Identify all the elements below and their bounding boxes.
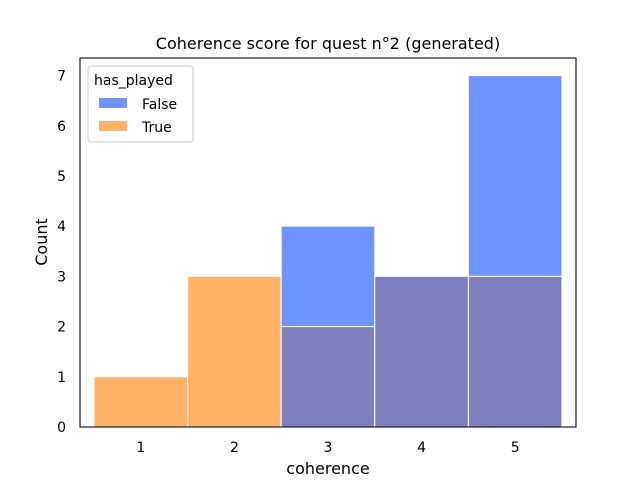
legend-title: has_played	[94, 73, 173, 89]
y-tick-label: 1	[57, 370, 66, 386]
bar-false-3	[280, 225, 376, 328]
x-tick-label: 4	[417, 440, 426, 456]
y-axis-ticks: 0 1 2 3 4 5 6 7	[57, 69, 66, 436]
y-tick-label: 5	[57, 169, 66, 185]
y-tick-label: 3	[57, 269, 66, 285]
y-tick-label: 2	[57, 320, 66, 336]
bar-true-1	[93, 376, 189, 428]
bar-true-2	[187, 275, 282, 428]
x-axis-label: coherence	[286, 459, 369, 478]
legend-swatch-false	[99, 98, 127, 108]
legend: has_played False True	[87, 65, 194, 143]
legend-swatch-true	[99, 121, 127, 131]
legend-label-true: True	[141, 120, 172, 136]
x-axis-ticks: 1 2 3 4 5	[136, 440, 519, 456]
x-tick-label: 3	[324, 440, 333, 456]
x-tick-label: 1	[136, 440, 145, 456]
bar-overlap-3	[280, 326, 376, 428]
bar-overlap-4	[374, 275, 469, 428]
bar-overlap-5	[467, 275, 563, 428]
x-tick-label: 5	[511, 440, 520, 456]
y-tick-label: 6	[57, 119, 66, 135]
legend-label-false: False	[142, 97, 177, 113]
bars-group	[93, 75, 563, 428]
y-tick-label: 7	[57, 69, 66, 85]
bar-false-5	[467, 75, 563, 277]
plot-frame	[79, 57, 577, 428]
y-tick-label: 0	[57, 420, 66, 436]
y-axis-label: Count	[32, 218, 51, 266]
y-tick-label: 4	[57, 219, 66, 235]
x-tick-label: 2	[230, 440, 239, 456]
chart-title: Coherence score for quest n°2 (generated…	[156, 34, 500, 53]
